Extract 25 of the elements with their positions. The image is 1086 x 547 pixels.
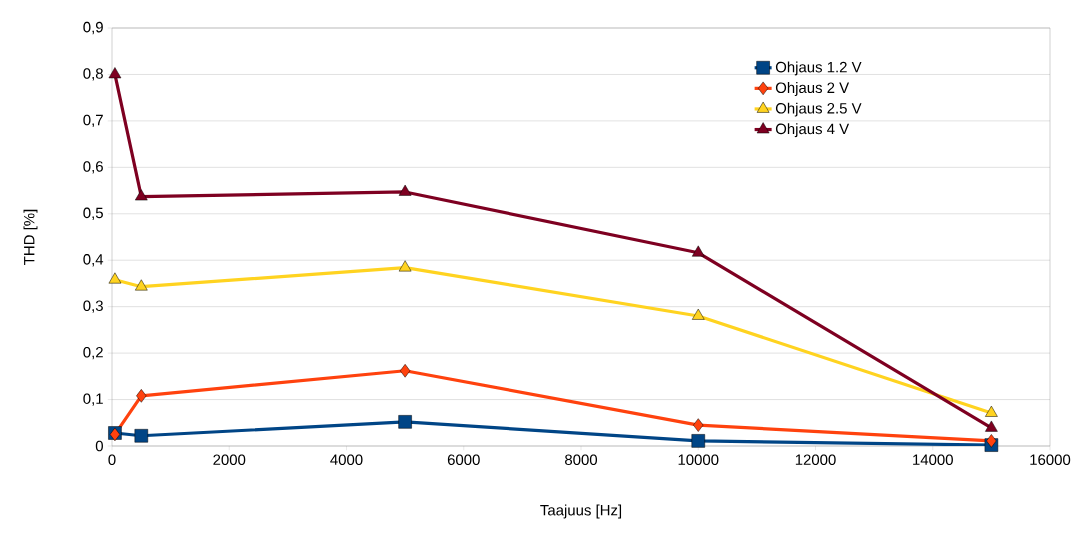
y-tick-label: 0 bbox=[95, 440, 103, 452]
y-tick-label: 0,3 bbox=[83, 300, 103, 313]
y-tick-label: 0,6 bbox=[83, 161, 103, 174]
legend-label: Ohjaus 2 V bbox=[775, 82, 850, 96]
x-tick-label: 14000 bbox=[913, 454, 953, 466]
x-axis-title: Taajuus [Hz] bbox=[540, 504, 622, 519]
y-tick-label: 0,5 bbox=[83, 207, 103, 220]
y-tick-label: 0,8 bbox=[83, 68, 103, 81]
x-tick-label: 2000 bbox=[213, 454, 246, 466]
y-axis-title: THD [%] bbox=[23, 209, 38, 265]
x-tick-label: 4000 bbox=[330, 454, 363, 466]
legend-label: Ohjaus 1.2 V bbox=[775, 61, 862, 76]
y-tick-label: 0,1 bbox=[83, 393, 103, 406]
legend-label: Ohjaus 2.5 V bbox=[775, 102, 862, 117]
y-tick-label: 0,4 bbox=[83, 254, 104, 267]
y-tick-label: 0,2 bbox=[83, 346, 103, 360]
y-tick-label: 0,7 bbox=[83, 114, 103, 128]
x-tick-label: 12000 bbox=[795, 454, 836, 466]
x-tick-label: 16000 bbox=[1030, 454, 1071, 466]
legend-label: Ohjaus 4 V bbox=[775, 123, 850, 138]
x-tick-label: 8000 bbox=[565, 454, 598, 466]
y-tick-label: 0,9 bbox=[83, 21, 103, 35]
x-tick-label: 6000 bbox=[447, 454, 480, 466]
x-tick-label: 10000 bbox=[678, 454, 719, 466]
x-tick-label: 0 bbox=[108, 454, 116, 466]
